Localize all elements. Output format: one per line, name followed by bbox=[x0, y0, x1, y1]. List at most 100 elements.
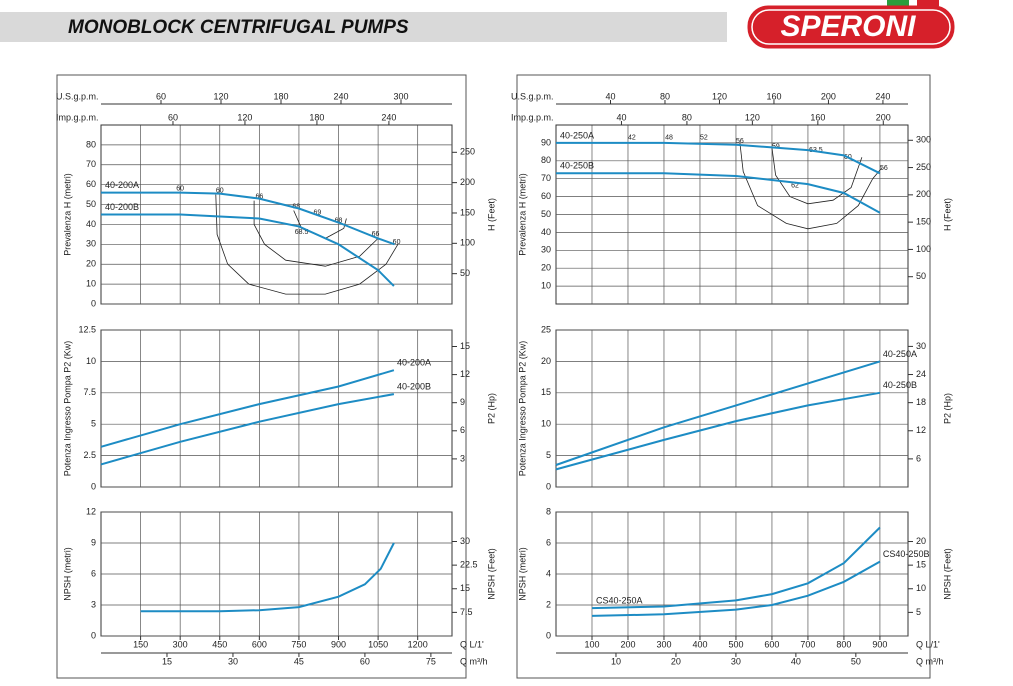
y-tick-label: 25 bbox=[541, 324, 551, 334]
bottom-axis-tick-label: 900 bbox=[331, 639, 346, 649]
y-tick-label: 5 bbox=[546, 450, 551, 460]
series-line bbox=[100, 393, 395, 466]
y-tick-label: 70 bbox=[541, 173, 551, 183]
y2-tick-label: 15 bbox=[460, 341, 470, 351]
bottom-axis-tick-label: 800 bbox=[836, 639, 851, 649]
bottom-axis-tick-label: 60 bbox=[360, 656, 370, 666]
logo-text: SPERONI bbox=[780, 10, 916, 43]
bottom-axis-tick-label: 700 bbox=[800, 639, 815, 649]
panel bbox=[56, 74, 467, 679]
series-line bbox=[591, 526, 881, 610]
top-axis-tick-label: 120 bbox=[745, 112, 760, 122]
y2-tick-label: 15 bbox=[916, 560, 926, 570]
bottom-axis-tick-label: 1200 bbox=[408, 639, 428, 649]
efficiency-label: 56 bbox=[880, 165, 888, 172]
bottom-axis-tick-label: 600 bbox=[252, 639, 267, 649]
y-tick-label: 12.5 bbox=[78, 324, 96, 334]
y-tick-label: 0 bbox=[546, 481, 551, 491]
y2-axis-label: NPSH (Feet) bbox=[486, 548, 496, 600]
series-line bbox=[100, 369, 395, 448]
y-tick-label: 10 bbox=[541, 419, 551, 429]
logo: SPERONI bbox=[747, 0, 955, 49]
y2-tick-label: 24 bbox=[916, 369, 926, 379]
y2-tick-label: 6 bbox=[916, 453, 921, 463]
y2-tick-label: 22.5 bbox=[460, 560, 478, 570]
y-tick-label: 2 bbox=[546, 599, 551, 609]
efficiency-label: 60 bbox=[393, 239, 401, 246]
y-tick-label: 6 bbox=[91, 568, 96, 578]
y-tick-label: 10 bbox=[541, 280, 551, 290]
series-line bbox=[101, 191, 395, 246]
bottom-axis-tick-label: 500 bbox=[728, 639, 743, 649]
y-tick-label: 50 bbox=[86, 199, 96, 209]
y-tick-label: 40 bbox=[541, 227, 551, 237]
top-axis-tick-label: 200 bbox=[876, 112, 891, 122]
bottom-axis-label: Q m³/h bbox=[460, 656, 488, 666]
y-tick-label: 30 bbox=[541, 245, 551, 255]
y2-tick-label: 5 bbox=[916, 607, 921, 617]
top-axis-tick-label: 180 bbox=[309, 112, 324, 122]
y2-axis-label: P2 (Hp) bbox=[486, 393, 496, 424]
y2-tick-label: 200 bbox=[916, 189, 931, 199]
y2-axis-label: H (Feet) bbox=[486, 198, 496, 231]
y-tick-label: 60 bbox=[86, 179, 96, 189]
top-axis-label: U.S.g.p.m. bbox=[56, 91, 99, 101]
y-axis-label: NPSH (metri) bbox=[62, 547, 72, 601]
bottom-axis-tick-label: 150 bbox=[133, 639, 148, 649]
top-axis-tick-label: 240 bbox=[381, 112, 396, 122]
y2-tick-label: 300 bbox=[916, 135, 931, 145]
y-tick-label: 7.5 bbox=[83, 387, 96, 397]
bottom-axis-tick-label: 450 bbox=[212, 639, 227, 649]
y-axis-label: Prevalenza H (metri) bbox=[517, 173, 527, 256]
efficiency-label: 69 bbox=[314, 209, 322, 216]
y-tick-label: 70 bbox=[86, 159, 96, 169]
y-tick-label: 20 bbox=[541, 356, 551, 366]
series-line bbox=[556, 172, 881, 214]
y-tick-label: 4 bbox=[546, 568, 551, 578]
y-tick-label: 0 bbox=[91, 630, 96, 640]
bottom-axis-tick-label: 750 bbox=[291, 639, 306, 649]
y-tick-label: 15 bbox=[541, 387, 551, 397]
efficiency-label: 60 bbox=[176, 185, 184, 192]
y2-tick-label: 150 bbox=[460, 207, 475, 217]
top-axis-tick-label: 200 bbox=[821, 91, 836, 101]
header-bar bbox=[0, 12, 727, 42]
y-tick-label: 20 bbox=[86, 259, 96, 269]
bottom-axis-tick-label: 100 bbox=[584, 639, 599, 649]
series-line bbox=[591, 560, 881, 617]
efficiency-label: 48 bbox=[665, 134, 673, 141]
y-tick-label: 2.5 bbox=[83, 450, 96, 460]
top-axis-tick-label: 180 bbox=[273, 91, 288, 101]
bottom-axis-tick-label: 20 bbox=[671, 656, 681, 666]
y2-tick-label: 250 bbox=[460, 147, 475, 157]
efficiency-label: 66 bbox=[255, 193, 263, 200]
y-tick-label: 5 bbox=[91, 419, 96, 429]
efficiency-label: 62 bbox=[791, 183, 799, 190]
y2-tick-label: 100 bbox=[460, 238, 475, 248]
y2-axis-label: P2 (Hp) bbox=[942, 393, 952, 424]
y-tick-label: 40 bbox=[86, 219, 96, 229]
y-tick-label: 90 bbox=[541, 137, 551, 147]
y-tick-label: 12 bbox=[86, 506, 96, 516]
series-label: 40-250A bbox=[883, 349, 917, 359]
bottom-axis-tick-label: 1050 bbox=[368, 639, 388, 649]
y2-tick-label: 18 bbox=[916, 397, 926, 407]
y-tick-label: 20 bbox=[541, 263, 551, 273]
series-label: 40-200A bbox=[105, 180, 139, 190]
series-label: 40-250B bbox=[560, 161, 594, 171]
y2-tick-label: 30 bbox=[916, 341, 926, 351]
efficiency-label: 68 bbox=[335, 217, 343, 224]
bottom-axis-tick-label: 600 bbox=[764, 639, 779, 649]
bottom-axis-tick-label: 900 bbox=[872, 639, 887, 649]
y-tick-label: 6 bbox=[546, 537, 551, 547]
bottom-axis-tick-label: 400 bbox=[692, 639, 707, 649]
top-axis-tick-label: 160 bbox=[766, 91, 781, 101]
top-axis-tick-label: 60 bbox=[156, 91, 166, 101]
top-axis-label: Imp.g.p.m. bbox=[56, 112, 99, 122]
y2-tick-label: 100 bbox=[916, 244, 931, 254]
y-tick-label: 0 bbox=[91, 481, 96, 491]
y-tick-label: 0 bbox=[91, 298, 96, 308]
top-axis-tick-label: 80 bbox=[660, 91, 670, 101]
y-tick-label: 3 bbox=[91, 599, 96, 609]
series-label: 40-200A bbox=[397, 358, 431, 368]
